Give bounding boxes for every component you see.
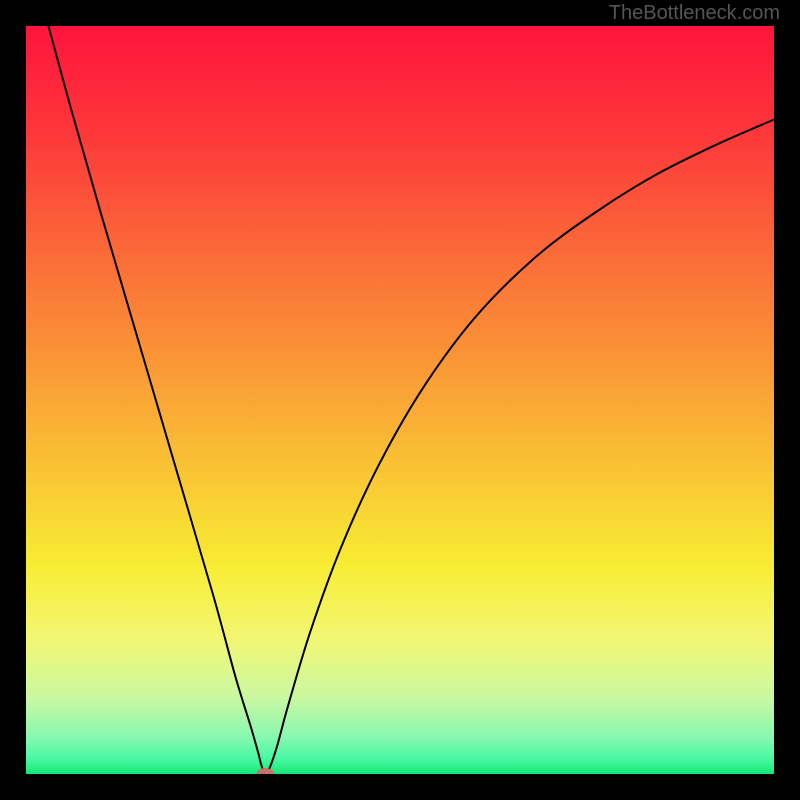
bottleneck-chart: [0, 0, 800, 800]
chart-background: [26, 26, 774, 774]
watermark-text: TheBottleneck.com: [609, 2, 780, 25]
chart-container: TheBottleneck.com: [0, 0, 800, 800]
border-bottom: [0, 774, 800, 800]
border-left: [0, 0, 26, 800]
border-right: [774, 0, 800, 800]
